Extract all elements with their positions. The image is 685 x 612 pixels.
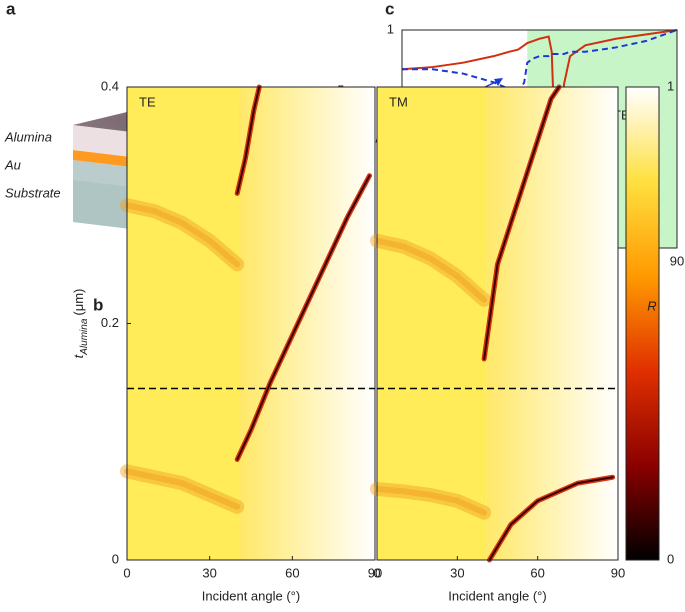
y-tick-label: 0.4	[101, 78, 119, 93]
x-tick-label: 0	[123, 565, 130, 580]
panel-title: TM	[389, 94, 408, 109]
heatmap-region	[486, 87, 618, 560]
line-series	[402, 29, 678, 95]
x-tick-label: 90	[611, 565, 625, 580]
heatmap-region	[377, 87, 487, 560]
x-tick-label: 0	[373, 565, 380, 580]
y-tick-label: 0	[667, 551, 674, 566]
y-label-unit: (μm)	[71, 289, 86, 316]
resonance-curve	[374, 486, 488, 516]
arrow-head	[494, 78, 503, 86]
y-axis-label: tAlumina (μm)	[71, 289, 89, 359]
x-axis-label: Incident angle (°)	[448, 588, 546, 603]
x-tick-label: 90	[368, 565, 382, 580]
colorbar	[625, 86, 660, 561]
x-tick-label: 60	[285, 565, 299, 580]
layer-label: Substrate	[5, 185, 61, 200]
resonance-curve	[124, 202, 241, 268]
panel-label: a	[6, 0, 16, 18]
y-tick-label: 1	[667, 78, 674, 93]
y-label-main: t	[71, 353, 86, 358]
resonance-curve	[236, 174, 371, 461]
y-tick-label: 1	[387, 21, 394, 36]
x-axis-label: Incident angle (°)	[202, 588, 300, 603]
heatmap-region	[239, 87, 375, 560]
resonance-curve	[488, 476, 614, 561]
panel-title: TE	[139, 94, 156, 109]
x-tick-label: 90	[670, 253, 684, 268]
panel-label: c	[385, 0, 394, 18]
panel-label: b	[93, 295, 103, 314]
resonance-curve	[124, 468, 241, 510]
y-tick-label: 0	[112, 551, 119, 566]
layer-label: Alumina	[4, 129, 52, 144]
x-tick-label: 60	[530, 565, 544, 580]
resonance-curve	[483, 86, 561, 360]
resonance-curve	[236, 86, 261, 195]
y-label-sub: Alumina	[79, 318, 90, 356]
x-tick-label: 30	[202, 565, 216, 580]
line-series	[401, 29, 678, 249]
resonance-curve	[374, 237, 488, 303]
y-tick-label: 0.2	[101, 315, 119, 330]
layer-label: Au	[4, 157, 21, 172]
x-tick-label: 30	[450, 565, 464, 580]
plot-frame	[376, 86, 619, 561]
colorbar-label: R	[647, 298, 656, 313]
